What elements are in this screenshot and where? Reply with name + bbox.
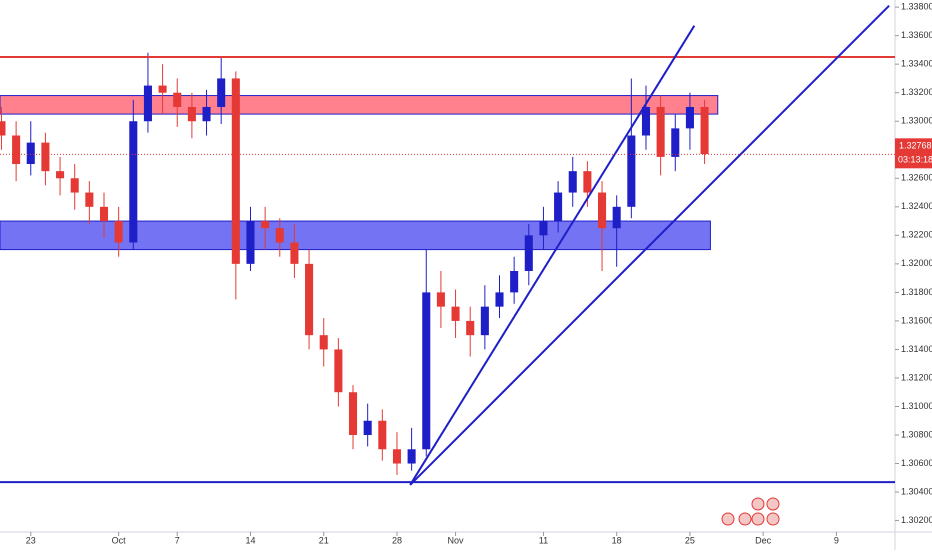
- event-icon: [738, 512, 752, 526]
- candle-body: [583, 171, 592, 193]
- trend-line: [409, 25, 696, 486]
- y-tick-label: 1.31200: [901, 372, 932, 382]
- x-tick-label: 18: [612, 535, 622, 545]
- event-icon: [766, 497, 780, 511]
- y-tick-label: 1.32000: [901, 258, 932, 268]
- event-icons: [721, 497, 780, 526]
- candle-body: [392, 449, 401, 464]
- candle-body: [26, 142, 35, 165]
- candle-body: [378, 420, 387, 450]
- candle-body: [539, 221, 548, 236]
- event-icon: [751, 497, 765, 511]
- candle-body: [12, 135, 21, 165]
- y-tick-label: 1.32200: [901, 230, 932, 240]
- candle-body: [612, 206, 621, 229]
- candle-body: [466, 320, 475, 336]
- candle-body: [129, 121, 138, 243]
- candle-body: [143, 85, 152, 122]
- candle-body: [114, 221, 123, 243]
- y-tick-label: 1.32400: [901, 201, 932, 211]
- candle-body: [334, 349, 343, 393]
- x-tick-label: 14: [245, 535, 255, 545]
- y-tick-label: 1.30200: [901, 515, 932, 525]
- candle-body: [275, 228, 284, 243]
- candle-body: [700, 106, 709, 155]
- candle-body: [217, 78, 226, 107]
- event-icon: [751, 512, 765, 526]
- candle-body: [554, 192, 563, 222]
- candle-body: [187, 106, 196, 122]
- candle-body: [524, 235, 533, 271]
- candle-body: [348, 392, 358, 436]
- x-tick-label: 7: [175, 535, 180, 545]
- event-icon: [766, 512, 780, 526]
- event-icon: [721, 512, 735, 526]
- y-tick-label: 1.30800: [901, 429, 932, 439]
- candle-body: [568, 171, 577, 193]
- candle-body: [70, 178, 79, 193]
- candle-body: [56, 171, 65, 179]
- y-tick-label: 1.31600: [901, 315, 932, 325]
- x-tick-label: Oct: [112, 535, 127, 545]
- candle-body: [158, 85, 167, 93]
- candle-body: [641, 106, 651, 136]
- y-tick-label: 1.33000: [901, 116, 932, 126]
- candle-body: [0, 121, 6, 136]
- candle-body: [41, 142, 50, 172]
- x-tick-label: 21: [319, 535, 329, 545]
- candle-body: [656, 106, 665, 157]
- candle-body: [231, 78, 240, 264]
- candle-body: [246, 221, 255, 264]
- y-tick-label: 1.31000: [901, 401, 932, 411]
- zone: [0, 95, 719, 115]
- y-tick-label: 1.33800: [901, 2, 932, 12]
- candle-body: [173, 92, 182, 107]
- candle-body: [685, 106, 694, 129]
- candle-body: [363, 420, 372, 436]
- candle-body: [495, 292, 504, 307]
- last-price-box: [895, 138, 932, 169]
- candle-body: [261, 221, 270, 229]
- y-tick-label: 1.31400: [901, 344, 932, 354]
- candle-body: [407, 449, 416, 464]
- x-tick-label: 25: [685, 535, 695, 545]
- candle-body: [202, 106, 211, 122]
- y-tick-label: 1.31800: [901, 287, 932, 297]
- candle-body: [436, 292, 445, 307]
- candle-body: [319, 335, 328, 350]
- candle-body: [99, 206, 109, 222]
- x-tick-label: 23: [26, 535, 36, 545]
- y-tick-label: 1.33400: [901, 59, 932, 69]
- candles: [0, 52, 709, 475]
- x-tick-label: Dec: [755, 535, 772, 545]
- countdown-label: 03:13:18: [898, 155, 932, 165]
- x-tick-label: 9: [834, 535, 839, 545]
- candle-body: [85, 192, 94, 207]
- candle-body: [480, 306, 489, 336]
- candle-body: [305, 263, 314, 336]
- candle-body: [598, 192, 607, 229]
- last-price-label: 1.32768: [899, 141, 932, 151]
- trend-line: [409, 4, 890, 486]
- y-tick-label: 1.30600: [901, 458, 932, 468]
- candle-body: [422, 292, 431, 450]
- candle-body: [671, 128, 680, 157]
- candle-body: [627, 135, 636, 207]
- y-tick-label: 1.33600: [901, 30, 932, 40]
- x-tick-label: 28: [392, 535, 402, 545]
- y-tick-label: 1.32600: [901, 173, 932, 183]
- y-tick-label: 1.33200: [901, 87, 932, 97]
- candle-body: [510, 270, 519, 293]
- x-tick-label: Nov: [448, 535, 465, 545]
- candle-body: [451, 306, 460, 321]
- y-tick-label: 1.30400: [901, 486, 932, 496]
- x-tick-label: 11: [539, 535, 548, 545]
- candle-body: [290, 242, 299, 264]
